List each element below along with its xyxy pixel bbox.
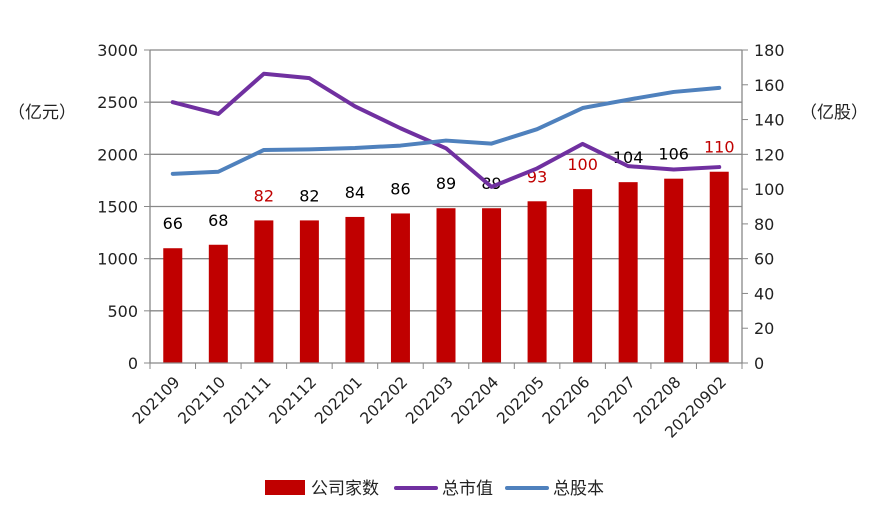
bar-202110 xyxy=(208,244,228,363)
right-tick-label: 100 xyxy=(754,180,785,199)
x-tick-label: 202111 xyxy=(220,373,275,428)
bar-202109 xyxy=(163,248,183,363)
x-tick-label: 202109 xyxy=(129,373,184,428)
bar-202204 xyxy=(482,208,502,363)
bar-data-label: 84 xyxy=(345,183,365,202)
bar-data-label: 82 xyxy=(299,186,319,205)
bar-data-label: 82 xyxy=(254,186,274,205)
x-tick-label: 202207 xyxy=(584,373,639,428)
x-tick-label: 202112 xyxy=(266,373,321,428)
bar-202202 xyxy=(390,213,410,363)
left-tick-label: 500 xyxy=(107,302,138,321)
bar-data-label: 68 xyxy=(208,211,228,230)
left-tick-label: 1000 xyxy=(97,250,138,269)
x-tick-label: 202201 xyxy=(311,373,366,428)
right-tick-label: 120 xyxy=(754,145,785,164)
x-tick-label: 202204 xyxy=(448,373,503,428)
x-tick-label: 202206 xyxy=(539,373,594,428)
left-tick-label: 2000 xyxy=(97,145,138,164)
left-tick-label: 3000 xyxy=(97,41,138,60)
bar-202206 xyxy=(573,189,593,363)
right-tick-label: 60 xyxy=(754,250,774,269)
legend-label: 总股本 xyxy=(553,479,604,499)
left-axis-label: （亿元） xyxy=(8,103,76,123)
bar-202111 xyxy=(254,220,274,363)
bar-20220902 xyxy=(709,171,729,363)
x-tick-label: 202202 xyxy=(357,373,412,428)
bar-data-label: 106 xyxy=(658,145,689,164)
right-tick-label: 40 xyxy=(754,284,774,303)
bar-202201 xyxy=(345,216,365,363)
legend-swatch-bars xyxy=(265,480,305,495)
x-tick-label: 202203 xyxy=(402,373,457,428)
right-axis-label: （亿股） xyxy=(800,103,868,123)
bar-data-label: 66 xyxy=(163,214,183,233)
legend-label: 公司家数 xyxy=(311,479,379,499)
right-tick-label: 160 xyxy=(754,76,785,95)
bar-data-label: 100 xyxy=(567,155,598,174)
bar-202208 xyxy=(664,178,684,363)
right-tick-label: 180 xyxy=(754,41,785,60)
bar-data-label: 110 xyxy=(704,138,735,157)
legend-label: 总市值 xyxy=(442,479,493,499)
right-tick-label: 140 xyxy=(754,111,785,130)
bar-data-label: 89 xyxy=(481,174,501,193)
left-tick-label: 1500 xyxy=(97,198,138,217)
right-tick-label: 80 xyxy=(754,215,774,234)
right-tick-label: 0 xyxy=(754,354,764,373)
left-tick-label: 0 xyxy=(128,354,138,373)
line-总市值 xyxy=(170,71,722,189)
bar-data-label: 86 xyxy=(390,179,410,198)
x-tick-label: 202110 xyxy=(175,373,230,428)
bar-202112 xyxy=(299,220,319,363)
right-tick-label: 20 xyxy=(754,319,774,338)
left-tick-label: 2500 xyxy=(97,93,138,112)
bar-data-label: 89 xyxy=(436,174,456,193)
bar-202205 xyxy=(527,201,547,363)
x-tick-label: 202205 xyxy=(493,373,548,428)
bar-202203 xyxy=(436,208,456,363)
bar-202207 xyxy=(618,182,638,363)
